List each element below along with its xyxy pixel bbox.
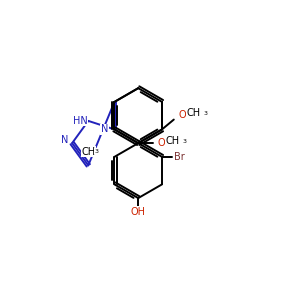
- Text: CH: CH: [166, 136, 180, 146]
- Text: O: O: [179, 110, 186, 120]
- Text: O: O: [158, 138, 166, 148]
- Text: 3: 3: [182, 139, 186, 144]
- Text: 3: 3: [203, 111, 207, 116]
- Text: 3: 3: [94, 148, 98, 154]
- Text: N: N: [101, 124, 108, 134]
- Text: OH: OH: [131, 207, 146, 217]
- Text: CH: CH: [81, 147, 95, 157]
- Text: N: N: [61, 135, 68, 145]
- Text: CH: CH: [186, 108, 200, 118]
- Text: Br: Br: [174, 152, 185, 162]
- Text: HN: HN: [73, 116, 88, 126]
